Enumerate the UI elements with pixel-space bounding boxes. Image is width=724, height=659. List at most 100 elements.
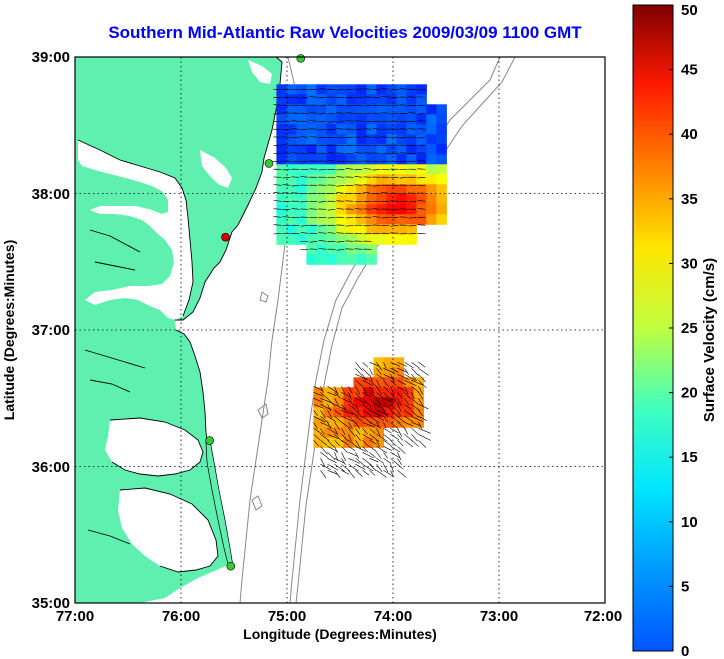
velocity-cell: [426, 104, 437, 115]
x-axis-label: Longitude (Degrees:Minutes): [243, 626, 437, 642]
velocity-cell: [286, 154, 297, 165]
velocity-cell: [374, 357, 385, 368]
velocity-cell: [316, 84, 327, 95]
velocity-cell: [386, 114, 397, 125]
colorbar-tick-label: 50: [681, 2, 698, 19]
velocity-cell: [316, 234, 327, 245]
velocity-cell: [366, 124, 377, 135]
velocity-cell: [436, 154, 447, 165]
velocity-cell: [436, 174, 447, 185]
velocity-cell: [406, 134, 417, 145]
velocity-cell: [406, 234, 417, 245]
x-tick-label: 75:00: [268, 608, 306, 625]
velocity-cell: [426, 134, 437, 145]
velocity-cell: [296, 214, 307, 225]
velocity-cell: [406, 194, 417, 205]
colorbar: [633, 5, 673, 651]
velocity-cell: [346, 234, 357, 245]
velocity-cell: [276, 214, 287, 225]
velocity-cell: [336, 194, 347, 205]
velocity-cell: [296, 174, 307, 185]
velocity-cell: [386, 94, 397, 105]
velocity-cell: [396, 114, 407, 125]
velocity-cell: [276, 194, 287, 205]
velocity-cell: [296, 94, 307, 105]
velocity-cell: [436, 104, 447, 115]
colorbar-label: Surface Velocity (cm/s): [701, 258, 718, 422]
map-title: Southern Mid-Atlantic Raw Velocities 200…: [108, 23, 582, 42]
velocity-cell: [286, 214, 297, 225]
velocity-cell: [386, 214, 397, 225]
velocity-cell: [436, 194, 447, 205]
velocity-cell: [324, 437, 335, 448]
colorbar-tick-label: 25: [681, 320, 698, 337]
velocity-cell: [386, 134, 397, 145]
velocity-cell: [346, 244, 357, 255]
velocity-cell: [366, 234, 377, 245]
velocity-cell: [436, 164, 447, 175]
velocity-cell: [374, 387, 385, 398]
x-tick-label: 76:00: [162, 608, 200, 625]
velocity-cell: [326, 94, 337, 105]
velocity-cell: [314, 427, 325, 438]
velocity-cell: [354, 377, 365, 388]
velocity-cell: [316, 174, 327, 185]
velocity-cell: [276, 154, 287, 165]
velocity-cell: [336, 124, 347, 135]
y-tick-label: 36:00: [32, 459, 70, 476]
velocity-cell: [376, 134, 387, 145]
velocity-cell: [336, 234, 347, 245]
velocity-cell: [296, 194, 307, 205]
velocity-cell: [376, 204, 387, 215]
velocity-cell: [346, 134, 357, 145]
velocity-cell: [376, 234, 387, 245]
velocity-cell: [326, 214, 337, 225]
y-tick-label: 39:00: [32, 49, 70, 66]
velocity-cell: [336, 214, 347, 225]
velocity-cell: [394, 377, 405, 388]
velocity-cell: [356, 94, 367, 105]
velocity-cell: [394, 387, 405, 398]
y-axis-label: Latitude (Degrees:Minutes): [1, 240, 17, 420]
velocity-cell: [356, 174, 367, 185]
velocity-cell: [436, 204, 447, 215]
cape-henlopen-station: [265, 159, 273, 167]
velocity-cell: [366, 94, 377, 105]
velocity-cell: [396, 234, 407, 245]
velocity-cell: [426, 164, 437, 175]
velocity-cell: [336, 174, 347, 185]
x-tick-label: 73:00: [480, 608, 518, 625]
velocity-cell: [316, 194, 327, 205]
velocity-cell: [336, 254, 347, 264]
velocity-cell: [436, 114, 447, 125]
velocity-cell: [406, 214, 417, 225]
velocity-cell: [346, 194, 357, 205]
colorbar-tick-label: 35: [681, 191, 698, 208]
x-tick-label: 74:00: [374, 608, 412, 625]
velocity-cell: [286, 94, 297, 105]
y-tick-label: 38:00: [32, 186, 70, 203]
velocity-cell: [416, 214, 427, 225]
velocity-cell: [366, 204, 377, 215]
velocity-cell: [346, 94, 357, 105]
velocity-cell: [406, 154, 417, 165]
velocity-cell: [436, 144, 447, 155]
velocity-cell: [366, 194, 377, 205]
velocity-cell: [334, 407, 345, 418]
velocity-cell: [346, 154, 357, 165]
velocity-cell: [306, 154, 317, 165]
velocity-cell: [334, 417, 345, 428]
velocity-cell: [286, 114, 297, 125]
velocity-cell: [316, 154, 327, 165]
velocity-cell: [416, 134, 427, 145]
velocity-cell: [316, 134, 327, 145]
velocity-cell: [286, 234, 297, 245]
velocity-cell: [306, 194, 317, 205]
y-axis-ticks: 39:00 38:00 37:00 36:00 35:00: [32, 49, 70, 612]
y-tick-label: 35:00: [32, 595, 70, 612]
velocity-cell: [306, 254, 317, 264]
velocity-cell: [386, 234, 397, 245]
velocity-cell: [316, 244, 327, 255]
velocity-cell: [326, 134, 337, 145]
velocity-cell: [374, 367, 385, 378]
